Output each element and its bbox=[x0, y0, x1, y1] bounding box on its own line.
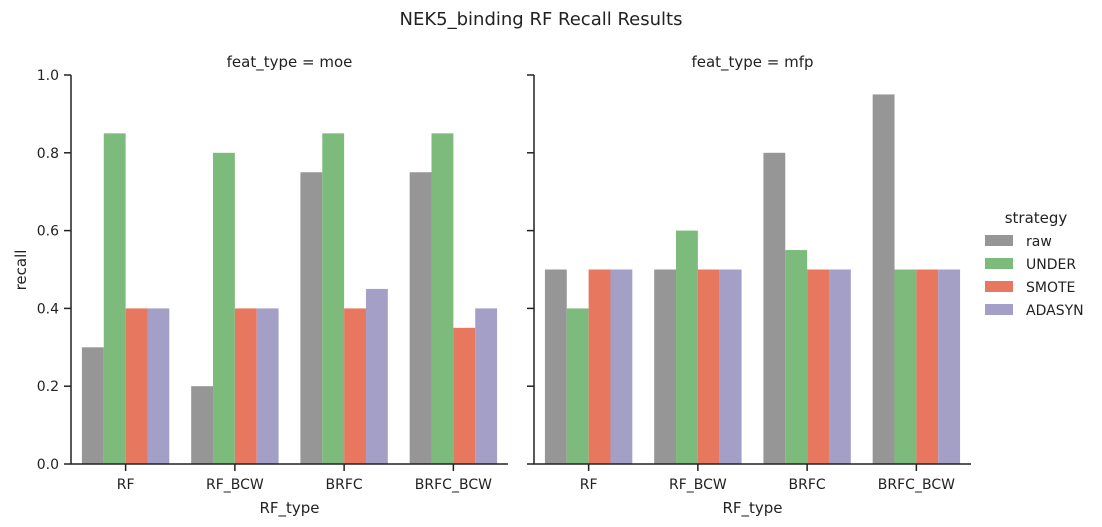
facets: feat_type = moe 0.0 0.2 0.4 0.6 0.8 1.0 RF RF_BC… bbox=[37, 53, 971, 518]
bar-raw-brfc bbox=[763, 152, 786, 465]
legend-title: strategy bbox=[1005, 209, 1068, 227]
bar-smote-brfc bbox=[344, 308, 366, 464]
bar-under-rf bbox=[103, 133, 126, 464]
bar-under-brfc bbox=[785, 250, 808, 464]
y-tick-label: 0.0 bbox=[37, 457, 59, 473]
bar-under-rf-bcw bbox=[213, 152, 235, 465]
bar-adasyn-rf bbox=[610, 269, 633, 464]
bar-smote-rf bbox=[125, 308, 148, 464]
legend-item-adasyn: ADASYN bbox=[985, 303, 1084, 319]
facet-1: feat_type = mfp RF RF_BCW BRFC BRFC_BCW RF_ty… bbox=[527, 53, 971, 518]
facet-title: feat_type = mfp bbox=[691, 53, 813, 72]
bar-raw-rf bbox=[544, 269, 567, 464]
bar-under-rf-bcw bbox=[676, 230, 698, 464]
bar-smote-rf-bcw bbox=[234, 308, 257, 464]
y-tick-label: 0.2 bbox=[37, 379, 59, 395]
y-tick-label: 0.8 bbox=[37, 146, 59, 162]
x-tick-label: RF bbox=[580, 477, 598, 493]
facet-0: feat_type = moe 0.0 0.2 0.4 0.6 0.8 1.0 RF RF_BC… bbox=[37, 53, 508, 518]
bar-raw-rf bbox=[81, 347, 104, 464]
legend-swatch bbox=[985, 304, 1013, 315]
legend-item-smote: SMOTE bbox=[985, 280, 1075, 296]
bar-under-brfc-bcw bbox=[894, 269, 917, 464]
x-tick-label: BRFC bbox=[789, 477, 826, 493]
y-tick-label: 1.0 bbox=[37, 68, 59, 84]
facet-title: feat_type = moe bbox=[227, 53, 353, 72]
bar-adasyn-rf-bcw bbox=[256, 308, 279, 464]
legend-label: raw bbox=[1026, 234, 1052, 250]
legend-swatch bbox=[985, 281, 1013, 292]
x-tick-label: BRFC_BCW bbox=[878, 477, 955, 493]
bar-adasyn-rf-bcw bbox=[719, 269, 742, 464]
y-axis-label: recall bbox=[12, 250, 30, 291]
bar-smote-brfc bbox=[807, 269, 829, 464]
bar-adasyn-rf bbox=[147, 308, 170, 464]
bar-raw-rf-bcw bbox=[191, 386, 214, 464]
bar-smote-brfc-bcw bbox=[916, 269, 939, 464]
legend-item-raw: raw bbox=[985, 234, 1052, 250]
bar-raw-brfc-bcw bbox=[409, 172, 432, 464]
bar-adasyn-brfc-bcw bbox=[475, 308, 498, 464]
x-tick-label: RF_BCW bbox=[206, 477, 264, 493]
x-tick-label: BRFC_BCW bbox=[415, 477, 492, 493]
chart-title: NEK5_binding RF Recall Results bbox=[400, 9, 683, 30]
bar-under-brfc bbox=[322, 133, 345, 464]
x-tick-label: RF_BCW bbox=[669, 477, 727, 493]
bar-raw-brfc-bcw bbox=[872, 94, 895, 464]
legend: strategy raw UNDER SMOTE ADASYN bbox=[985, 209, 1084, 319]
legend-label: SMOTE bbox=[1026, 280, 1075, 296]
x-tick-label: RF bbox=[117, 477, 135, 493]
bar-adasyn-brfc bbox=[365, 288, 388, 464]
x-axis-label: RF_type bbox=[722, 499, 782, 518]
bar-under-brfc-bcw bbox=[431, 133, 454, 464]
bar-smote-rf bbox=[588, 269, 611, 464]
y-tick-label: 0.4 bbox=[37, 301, 59, 317]
bar-raw-brfc bbox=[300, 172, 323, 464]
legend-swatch bbox=[985, 258, 1013, 269]
y-tick-label: 0.6 bbox=[37, 224, 59, 240]
bar-adasyn-brfc-bcw bbox=[938, 269, 961, 464]
x-tick-label: BRFC bbox=[326, 477, 363, 493]
legend-item-under: UNDER bbox=[985, 257, 1076, 273]
bar-adasyn-brfc bbox=[828, 269, 851, 464]
bar-smote-rf-bcw bbox=[697, 269, 720, 464]
x-axis-label: RF_type bbox=[259, 499, 319, 518]
legend-swatch bbox=[985, 235, 1013, 246]
bar-raw-rf-bcw bbox=[654, 269, 677, 464]
legend-label: ADASYN bbox=[1026, 303, 1084, 319]
legend-label: UNDER bbox=[1026, 257, 1076, 273]
bar-smote-brfc-bcw bbox=[453, 327, 476, 464]
bar-under-rf bbox=[566, 308, 589, 464]
